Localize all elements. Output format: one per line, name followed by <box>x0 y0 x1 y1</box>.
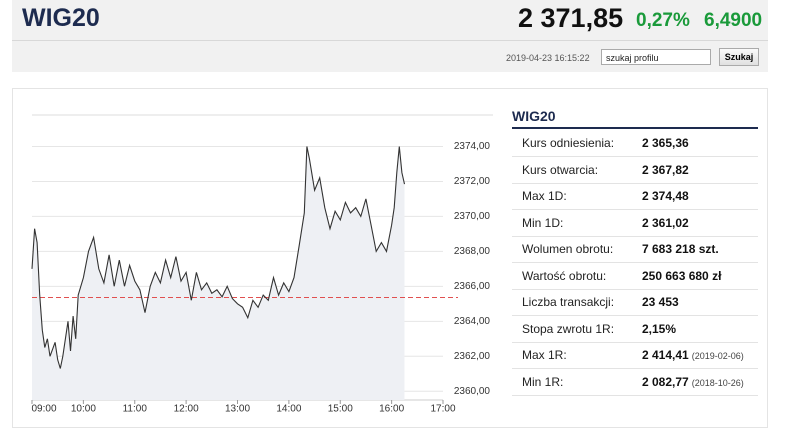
table-row: Liczba transakcji: 23 453 <box>512 289 758 316</box>
table-row: Kurs otwarcia: 2 367,82 <box>512 157 758 184</box>
value-text: 2,15% <box>642 321 677 336</box>
row-value: 2 082,77 (2018-10-26) <box>642 369 744 396</box>
table-row: Max 1R: 2 414,41 (2019-02-06) <box>512 342 758 369</box>
row-label: Min 1D: <box>522 215 564 230</box>
value-text: 7 683 218 szt. <box>642 242 719 256</box>
row-label: Max 1D: <box>522 189 567 203</box>
x-tick-label: 14:00 <box>276 404 301 415</box>
y-tick-label: 2362,00 <box>454 351 491 362</box>
area <box>32 146 405 400</box>
table-title-line <box>512 127 758 129</box>
row-value: 2 414,41 (2019-02-06) <box>642 342 744 369</box>
value-text: 2 414,41 <box>642 348 689 362</box>
x-tick-label: 10:00 <box>71 404 96 415</box>
row-value: 7 683 218 szt. <box>642 236 719 262</box>
change-abs: 6,4900 <box>704 10 763 31</box>
row-label: Stopa zwrotu 1R: <box>522 321 615 336</box>
y-tick-label: 2374,00 <box>454 141 491 152</box>
row-label: Kurs odniesienia: <box>522 136 615 150</box>
price: 2 371,85 <box>518 3 624 33</box>
separator <box>12 40 768 41</box>
y-tick-label: 2368,00 <box>454 246 491 257</box>
value-text: 2 374,48 <box>642 189 689 203</box>
x-tick-label: 16:00 <box>379 404 404 415</box>
x-tick-label: 11:00 <box>123 404 148 415</box>
y-tick-label: 2370,00 <box>454 211 491 222</box>
index-title: WIG20 <box>22 4 100 32</box>
value-date: (2018-10-26) <box>691 377 744 388</box>
table-row: Min 1R: 2 082,77 (2018-10-26) <box>512 369 758 396</box>
y-tick-label: 2372,00 <box>454 176 491 187</box>
x-tick-label: 09:00 <box>31 404 56 415</box>
chart: 2360,00 2362,00 2364,00 2366,00 2368,00 2370,… <box>31 114 493 415</box>
row-value: 2 365,36 <box>642 130 689 156</box>
row-label: Liczba transakcji: <box>522 295 615 309</box>
table-row: Kurs odniesienia: 2 365,36 <box>512 130 758 157</box>
value-date: (2019-02-06) <box>691 351 744 361</box>
y-tick-label: 2360,00 <box>454 386 491 397</box>
row-value: 23 453 <box>642 289 679 315</box>
row-value: 2 361,02 <box>642 210 689 236</box>
y-tick-label: 2366,00 <box>454 281 491 292</box>
search-input[interactable]: szukaj profilu <box>601 49 711 65</box>
x-tick-label: 13:00 <box>225 404 250 415</box>
table-row: Wartość obrotu: 250 663 680 zł <box>512 263 758 290</box>
row-label: Wolumen obrotu: <box>522 242 614 256</box>
search-button[interactable]: Szukaj <box>719 48 759 66</box>
row-label: Wartość obrotu: <box>522 268 607 283</box>
row-label: Min 1R: <box>522 374 564 389</box>
value-text: 2 082,77 <box>642 374 689 389</box>
y-tick-label: 2364,00 <box>454 316 491 327</box>
table-row: Stopa zwrotu 1R: 2,15% <box>512 316 758 343</box>
row-value: 2 374,48 <box>642 183 689 209</box>
change-pct: 0,27% <box>636 10 690 31</box>
value-text: 2 367,82 <box>642 162 689 177</box>
row-value: 2 367,82 <box>642 157 689 183</box>
timestamp: 2019-04-23 16:15:22 <box>506 53 590 63</box>
x-tick-label: 17:00 <box>430 404 455 415</box>
row-value: 250 663 680 zł <box>642 263 721 289</box>
table-row: Wolumen obrotu: 7 683 218 szt. <box>512 236 758 263</box>
row-label: Kurs otwarcia: <box>522 162 599 177</box>
table-row: Min 1D: 2 361,02 <box>512 210 758 237</box>
price-line <box>31 146 406 369</box>
row-label: Max 1R: <box>522 348 567 362</box>
x-tick-label: 15:00 <box>328 404 353 415</box>
table-row: Max 1D: 2 374,48 <box>512 183 758 210</box>
row-value: 2,15% <box>642 316 676 342</box>
table-title: WIG20 <box>512 108 556 124</box>
value-text: 23 453 <box>642 295 679 309</box>
x-tick-label: 12:00 <box>174 404 199 415</box>
value-text: 2 361,02 <box>642 215 689 230</box>
value-text: 250 663 680 zł <box>642 268 722 283</box>
value-text: 2 365,36 <box>642 136 689 150</box>
